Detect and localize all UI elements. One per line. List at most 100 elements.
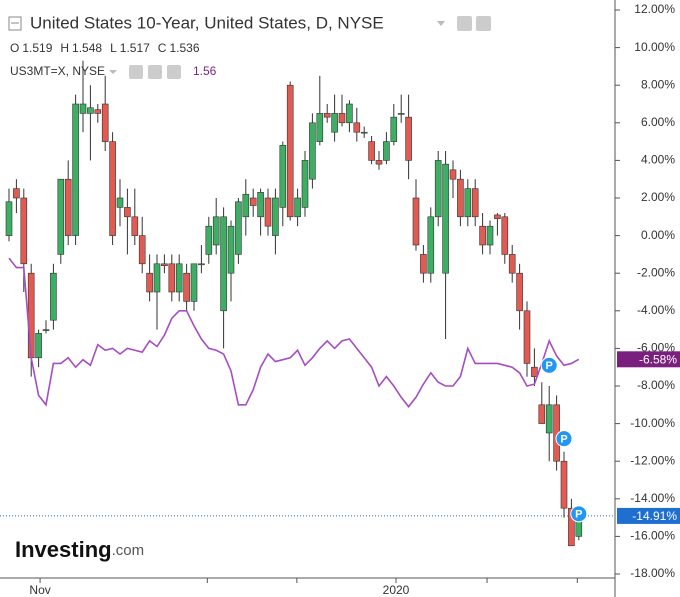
settings-button[interactable] [148, 65, 162, 79]
candle-body [227, 225, 235, 274]
event-marker [540, 356, 558, 374]
candle-body [109, 141, 116, 236]
visibility-button[interactable] [457, 16, 472, 31]
candle-body [434, 160, 442, 218]
event-marker-label: P [560, 434, 567, 446]
candle-body [87, 107, 94, 114]
event-marker [570, 505, 588, 523]
ohlc-value: 1.517 [120, 41, 150, 55]
candle-body [198, 263, 205, 266]
ohlc-value: 1.519 [22, 41, 52, 55]
candle-body [249, 197, 257, 206]
candle-body [449, 169, 457, 180]
candle-body [442, 163, 449, 274]
ohlc-key: L [110, 41, 117, 55]
candle-body [235, 201, 242, 255]
candle-body [72, 103, 79, 236]
candle-body [175, 263, 183, 293]
ohlc-key: O [10, 41, 19, 55]
candle-body [568, 507, 575, 547]
y-tick-label: 10.00% [634, 40, 675, 54]
price-tag-label: -6.58% [639, 352, 677, 366]
ohlc-value: 1.548 [72, 41, 102, 55]
candle-body [94, 109, 102, 114]
event-marker-label: P [575, 509, 582, 521]
x-tick-label: Nov [29, 583, 50, 597]
y-tick-label: -12.00% [630, 453, 675, 467]
candle-body [531, 366, 538, 377]
candle-body [294, 197, 301, 218]
candle-body [331, 113, 338, 133]
candle-body [168, 263, 176, 293]
candle-body [190, 263, 198, 302]
logo: Investing.com [15, 537, 144, 562]
candle-body [323, 113, 331, 118]
collapse-icon[interactable] [8, 16, 22, 31]
event-marker-label: P [546, 360, 553, 372]
candle-body [35, 333, 42, 359]
y-tick-label: 2.00% [641, 190, 675, 204]
candle-body [457, 178, 464, 218]
candle-body [360, 131, 368, 134]
candle-body [183, 272, 190, 302]
candle-body [13, 188, 20, 199]
dropdown[interactable] [437, 21, 445, 26]
candle-body [116, 197, 124, 208]
candle-body [146, 272, 153, 293]
candle-body [5, 201, 13, 236]
ohlc-value: 1.536 [169, 41, 199, 55]
candle-body [286, 84, 294, 218]
candle-body [138, 235, 146, 265]
candle-body [508, 254, 516, 274]
visibility-button[interactable] [129, 65, 143, 79]
candle-body [64, 178, 72, 236]
candle-body [212, 216, 220, 246]
candle-body [375, 160, 383, 165]
event-marker [555, 430, 573, 448]
candle-body [420, 254, 427, 274]
candle-body [272, 197, 279, 236]
candle-body [27, 272, 35, 359]
candle-body [471, 188, 479, 218]
candle-body [353, 122, 361, 133]
candle-body [264, 197, 272, 227]
chart-title: United States 10-Year, United States, D,… [30, 13, 384, 32]
candle-body [486, 225, 494, 246]
x-tick-label: 2020 [383, 583, 410, 597]
candle-body [101, 103, 109, 142]
candle-body [538, 404, 546, 424]
price-tag [617, 351, 680, 368]
candle-body [309, 122, 316, 180]
y-tick-label: 6.00% [641, 115, 675, 129]
settings-button[interactable] [476, 16, 491, 31]
candle-body [560, 460, 568, 509]
candle-body [412, 197, 420, 246]
candle-body [405, 116, 412, 161]
candle-body [257, 192, 264, 218]
ohlc-key: C [158, 41, 167, 55]
candle-body [242, 193, 250, 218]
candle-body [545, 404, 553, 434]
indicator-value: 1.56 [193, 64, 217, 78]
candle-body [79, 103, 87, 114]
indicator-name: US3MT=X, NYSE [10, 64, 105, 78]
candle-body [153, 263, 161, 293]
candle-body [338, 113, 346, 124]
y-tick-label: -14.00% [630, 491, 675, 505]
candle-body [42, 329, 50, 331]
y-tick-label: -4.00% [637, 303, 675, 317]
remove-button[interactable] [167, 65, 181, 79]
y-tick-label: 12.00% [634, 2, 675, 16]
candle-body [397, 113, 405, 115]
y-tick-label: 4.00% [641, 153, 675, 167]
ohlc: O 1.519 H 1.548 L 1.517 C 1.536 [10, 41, 200, 55]
y-tick-label: 8.00% [641, 77, 675, 91]
candle-body [368, 141, 375, 161]
logo-suffix: .com [112, 542, 145, 559]
line [8, 257, 580, 408]
candle-body [205, 225, 213, 255]
dropdown[interactable] [109, 70, 117, 74]
candle-body [20, 197, 28, 265]
y-tick-label: -8.00% [637, 378, 675, 392]
